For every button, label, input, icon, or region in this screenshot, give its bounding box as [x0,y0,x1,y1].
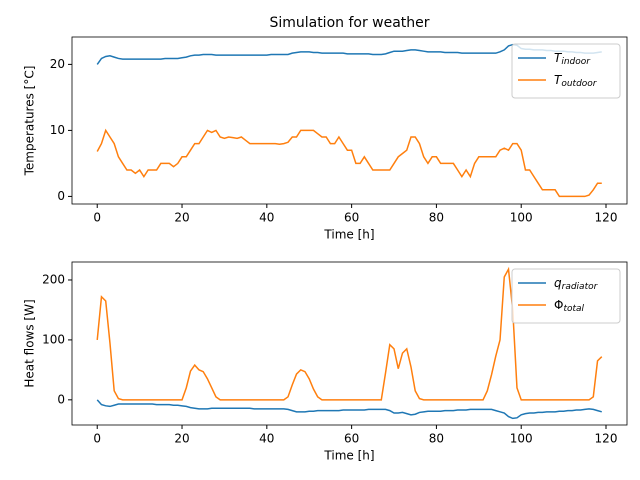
y-axis-label: Temperatures [°C] [23,66,37,177]
y-tick-label: 20 [50,57,65,71]
x-tick-label: 120 [595,432,618,446]
x-tick-label: 80 [429,432,444,446]
legend: qradiator Φtotal [511,268,621,324]
x-tick-label: 80 [429,211,444,225]
y-tick-label: 10 [50,123,65,137]
x-tick-label: 100 [510,211,533,225]
legend-box [511,268,621,324]
x-tick-label: 20 [174,432,189,446]
x-tick-label: 40 [259,211,274,225]
chart-title: Simulation for weather [269,15,429,31]
y-tick-label: 0 [57,392,65,406]
legend-label: Toutdoor [554,73,598,89]
x-tick-label: 0 [93,211,101,225]
x-axis-label: Time [h] [323,449,374,463]
legend: Tindoor Toutdoor [511,43,621,99]
axes-frame [71,261,628,426]
axes-frame [71,36,628,205]
x-tick-label: 60 [344,211,359,225]
legend-label: qradiator [554,276,599,292]
x-tick-label: 0 [93,432,101,446]
y-tick-label: 100 [42,332,65,346]
legend-label: Tindoor [554,51,591,67]
y-axis-label: Heat flows [W] [23,299,37,387]
y-tick-label: 0 [57,189,65,203]
y-tick-label: 200 [42,272,65,286]
x-tick-label: 60 [344,432,359,446]
legend-label: Φtotal [554,298,585,314]
series-line [96,128,602,198]
series-line [96,399,602,420]
x-tick-label: 100 [510,432,533,446]
x-tick-label: 40 [259,432,274,446]
x-axis-label: Time [h] [323,228,374,242]
x-tick-label: 20 [174,211,189,225]
x-tick-label: 120 [595,211,618,225]
legend-box [511,43,621,99]
series-line [96,266,603,401]
